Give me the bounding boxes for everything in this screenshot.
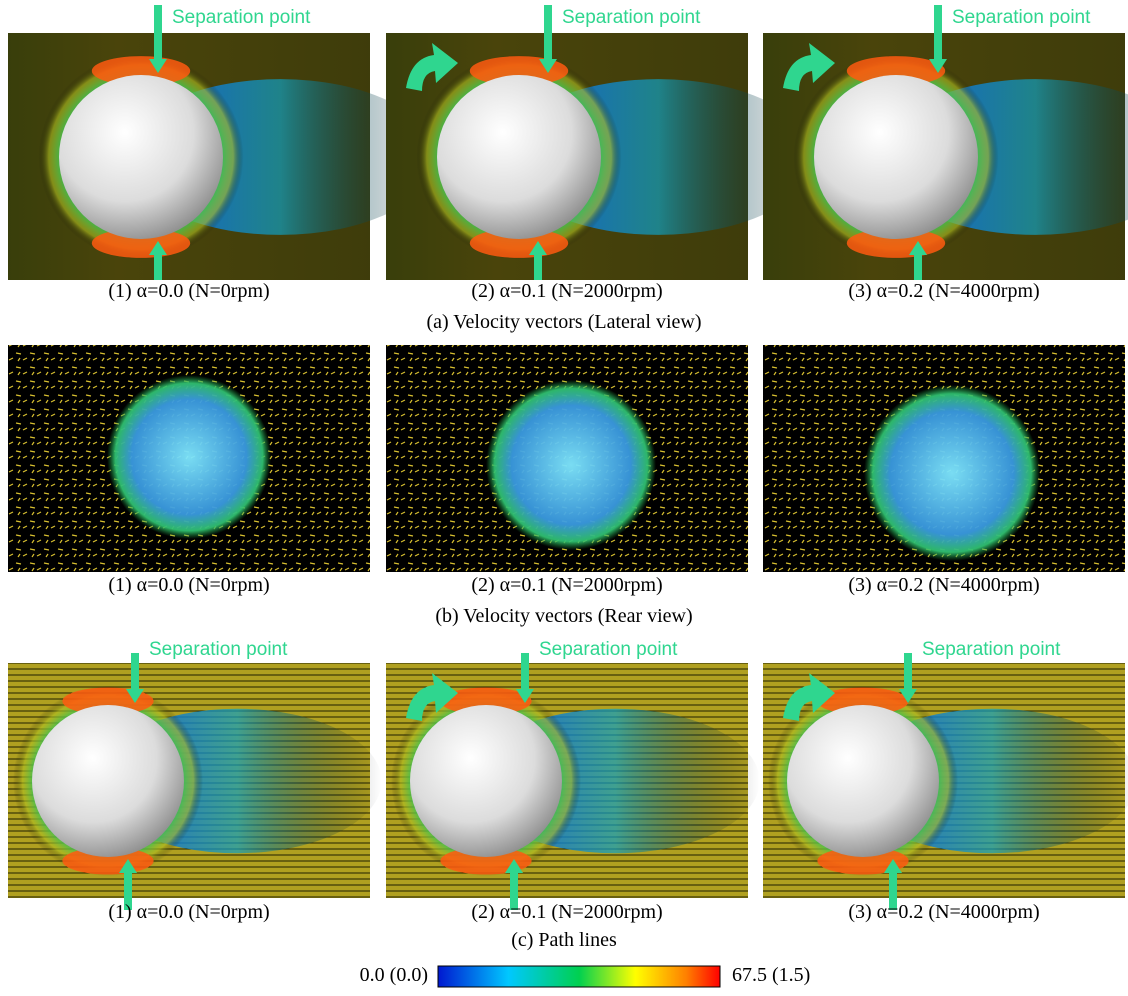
golf-ball: [437, 75, 601, 239]
rear-sphere: [486, 380, 656, 550]
panel-caption: (1) α=0.0 (N=0rpm): [108, 574, 269, 596]
panel-caption: (3) α=0.2 (N=4000rpm): [848, 901, 1039, 923]
annotation: Separation point: [149, 639, 288, 660]
colorbar: 0.0 (0.0) 67.5 (1.5): [360, 964, 811, 987]
golf-ball: [410, 705, 562, 857]
annotation: Separation point: [952, 7, 1091, 28]
annotation: Separation point: [539, 639, 678, 660]
simulation-panel: [763, 345, 1125, 572]
row-caption: (a) Velocity vectors (Lateral view): [426, 311, 701, 333]
row-caption: (b) Velocity vectors (Rear view): [435, 605, 692, 627]
panel-caption: (1) α=0.0 (N=0rpm): [108, 901, 269, 923]
rear-sphere: [864, 385, 1040, 561]
annotation: Separation point: [172, 7, 311, 28]
colorbar-scale: [438, 966, 720, 987]
panel-caption: (2) α=0.1 (N=2000rpm): [471, 280, 662, 302]
panel-caption: (3) α=0.2 (N=4000rpm): [848, 280, 1039, 302]
golf-ball: [32, 705, 184, 857]
rear-sphere: [107, 375, 271, 539]
annotation: Separation point: [562, 7, 701, 28]
panel-caption: (2) α=0.1 (N=2000rpm): [471, 574, 662, 596]
golf-ball: [814, 75, 978, 239]
figure: Separation point (1) α=0.0 (N=0rpm) Separa…: [0, 0, 1128, 996]
simulation-panel: [8, 663, 382, 898]
panel-caption: (2) α=0.1 (N=2000rpm): [471, 901, 662, 923]
golf-ball: [59, 75, 223, 239]
panel-caption: (1) α=0.0 (N=0rpm): [108, 280, 269, 302]
simulation-panel: [386, 345, 748, 572]
colorbar-min: 0.0 (0.0): [360, 964, 428, 986]
panel-caption: (3) α=0.2 (N=4000rpm): [848, 574, 1039, 596]
golf-ball: [787, 705, 939, 857]
annotation: Separation point: [922, 639, 1061, 660]
simulation-panel: [8, 345, 370, 572]
row-caption: (c) Path lines: [511, 929, 617, 951]
colorbar-max: 67.5 (1.5): [732, 964, 810, 986]
simulation-panel: [8, 33, 436, 280]
